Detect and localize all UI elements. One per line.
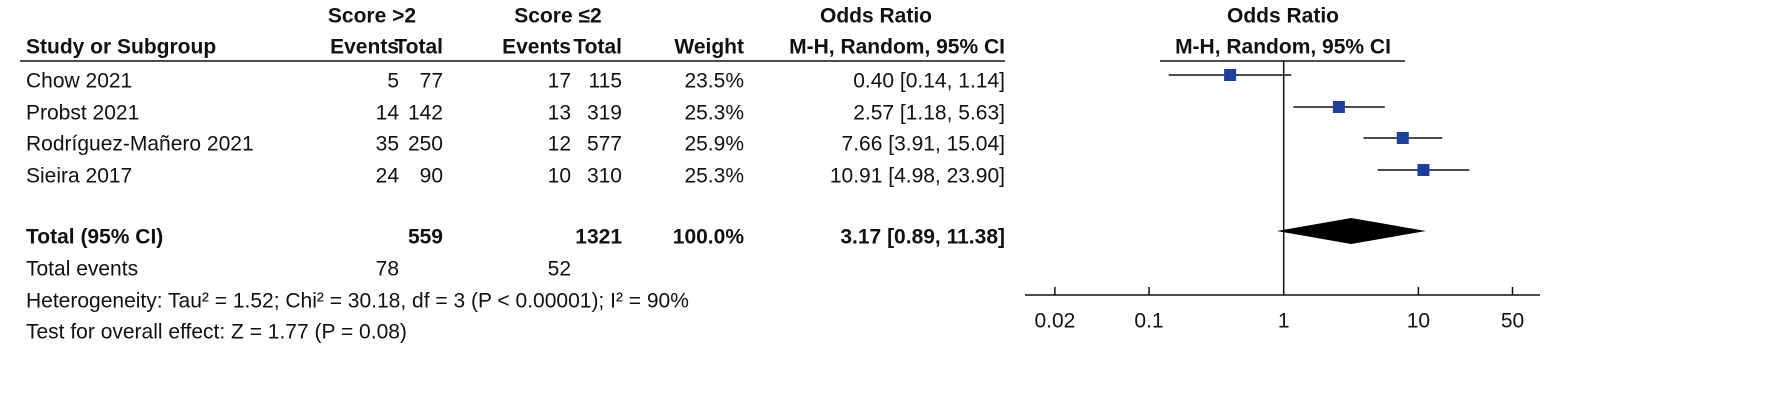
cell-text: 52 [548, 258, 571, 281]
column-header: Weight [674, 36, 744, 59]
cell-text: 35 [376, 133, 399, 156]
cell-text: 115 [589, 70, 622, 93]
cell-text: 1321 [575, 226, 622, 249]
cell-text: 10 [548, 165, 571, 188]
study-name: Rodríguez-Mañero 2021 [26, 133, 254, 156]
column-header: Odds Ratio [1227, 5, 1339, 28]
cell-text: 559 [408, 226, 443, 249]
column-header: Study or Subgroup [26, 36, 216, 59]
x-tick-label: 1 [1278, 310, 1290, 333]
x-tick-label: 50 [1501, 310, 1524, 333]
column-header: M-H, Random, 95% CI [789, 36, 1005, 59]
cell-text: 12 [548, 133, 571, 156]
cell-text: 25.9% [684, 133, 744, 156]
column-header: Total [394, 36, 443, 59]
cell-text: 142 [408, 102, 443, 125]
column-header: Events [330, 36, 399, 59]
column-header: Events [502, 36, 571, 59]
x-tick-label: 0.1 [1134, 310, 1163, 333]
x-tick-label: 10 [1407, 310, 1430, 333]
cell-text: 17 [548, 70, 571, 93]
odds-ratio-text: 3.17 [0.89, 11.38] [840, 226, 1005, 249]
column-header: Odds Ratio [820, 5, 932, 28]
cell-text: 24 [376, 165, 400, 188]
column-header: M-H, Random, 95% CI [1175, 36, 1391, 59]
point-estimate [1417, 164, 1430, 176]
point-estimate [1396, 132, 1409, 144]
cell-text: 90 [420, 165, 443, 188]
heterogeneity: Heterogeneity: Tau² = 1.52; Chi² = 30.18… [26, 290, 689, 313]
study-name: Chow 2021 [26, 70, 132, 93]
study-name: Sieira 2017 [26, 165, 132, 188]
total-label: Total (95% CI) [26, 226, 163, 249]
x-tick-label: 0.02 [1034, 310, 1075, 333]
cell-text: 77 [420, 70, 443, 93]
cell-text: 13 [548, 102, 571, 125]
point-estimate [1332, 101, 1345, 113]
group-header: Score >2 [328, 5, 416, 28]
odds-ratio-text: 0.40 [0.14, 1.14] [853, 70, 1005, 93]
cell-text: 319 [587, 102, 622, 125]
cell-text: 25.3% [684, 102, 744, 125]
group-header: Score ≤2 [514, 5, 601, 28]
study-name: Probst 2021 [26, 102, 139, 125]
cell-text: 310 [587, 165, 622, 188]
cell-text: 100.0% [673, 226, 745, 249]
cell-text: 23.5% [684, 70, 744, 93]
cell-text: 5 [387, 70, 399, 93]
total-events-label: Total events [26, 258, 138, 281]
pooled-diamond [1276, 218, 1426, 244]
odds-ratio-text: 2.57 [1.18, 5.63] [853, 102, 1005, 125]
column-header: Total [573, 36, 622, 59]
cell-text: 78 [376, 258, 399, 281]
odds-ratio-text: 10.91 [4.98, 23.90] [830, 165, 1005, 188]
cell-text: 25.3% [684, 165, 744, 188]
cell-text: 14 [376, 102, 400, 125]
cell-text: 577 [587, 133, 622, 156]
odds-ratio-text: 7.66 [3.91, 15.04] [842, 133, 1005, 156]
point-estimate [1224, 69, 1237, 81]
overall-effect: Test for overall effect: Z = 1.77 (P = 0… [26, 321, 407, 344]
cell-text: 250 [408, 133, 443, 156]
